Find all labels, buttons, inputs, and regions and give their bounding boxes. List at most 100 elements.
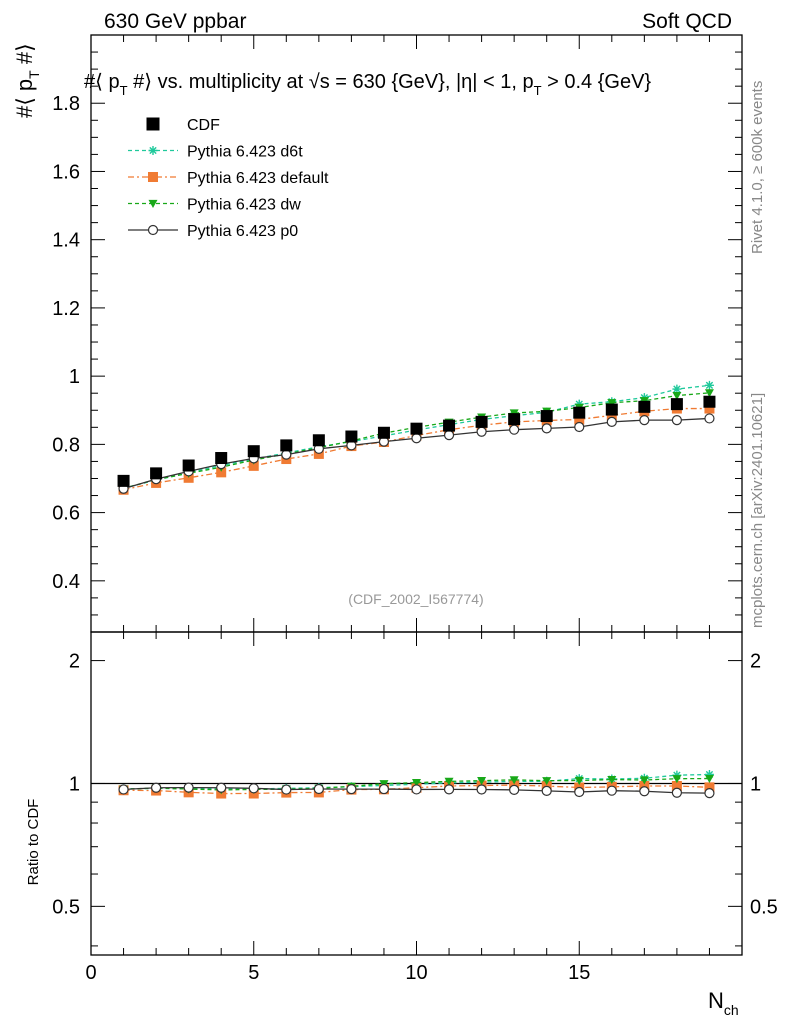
ratio-point bbox=[671, 787, 683, 798]
ratio-point bbox=[607, 775, 617, 785]
series-point bbox=[671, 415, 683, 426]
header-left: 630 GeV ppbar bbox=[104, 10, 246, 33]
cdf-data-point bbox=[215, 452, 228, 465]
ratio-point bbox=[509, 784, 520, 795]
axis-ticks bbox=[90, 35, 743, 955]
ratio-point bbox=[118, 784, 129, 795]
series-point bbox=[672, 391, 682, 401]
ratio-point bbox=[411, 784, 422, 795]
y-tick-label-ratio: 1 bbox=[69, 773, 80, 795]
ratio-point bbox=[281, 784, 292, 795]
y-tick-label-main: 0.8 bbox=[52, 434, 80, 456]
cdf-data-point bbox=[638, 400, 651, 413]
series-point bbox=[281, 449, 292, 460]
ratio-point bbox=[216, 782, 227, 793]
ratio-point bbox=[672, 775, 682, 784]
y-tick-label-main: 1.6 bbox=[52, 161, 80, 183]
series-point bbox=[509, 424, 520, 435]
series-point bbox=[443, 430, 455, 441]
y-tick-label-ratio-right: 2 bbox=[750, 651, 761, 673]
cdf-data-point bbox=[345, 430, 358, 443]
cdf-data-point bbox=[670, 398, 683, 411]
ratio-point bbox=[443, 784, 455, 795]
cdf-data-point bbox=[703, 395, 716, 408]
cdf-data-point bbox=[182, 459, 195, 472]
x-tick-label: 0 bbox=[85, 962, 96, 984]
ratio-point bbox=[574, 786, 585, 798]
cdf-data-point bbox=[312, 434, 325, 447]
x-axis-label: Nch bbox=[708, 988, 739, 1018]
series-point bbox=[704, 389, 714, 398]
x-tick-label: 5 bbox=[248, 962, 259, 984]
legend-marker bbox=[146, 117, 160, 131]
legend-marker bbox=[148, 199, 158, 208]
ratio-point bbox=[541, 785, 552, 796]
cdf-data-point bbox=[605, 403, 618, 416]
ratio-point bbox=[704, 774, 714, 784]
series-point bbox=[704, 380, 714, 390]
cdf-data-point bbox=[475, 415, 488, 428]
y-tick-label-main: 1.8 bbox=[52, 93, 80, 115]
ratio-point bbox=[606, 785, 617, 796]
ratio-point bbox=[378, 783, 390, 795]
x-tick-label: 15 bbox=[568, 962, 590, 984]
y-tick-label-main: 0.6 bbox=[52, 503, 80, 525]
rivet-label: Rivet 4.1.0, ≥ 600k events bbox=[749, 81, 766, 254]
legend-label: CDF bbox=[187, 117, 220, 134]
cdf-data-point bbox=[443, 419, 456, 432]
legend-marker bbox=[148, 172, 158, 182]
ratio-point bbox=[639, 776, 649, 785]
series-point bbox=[541, 423, 552, 434]
ratio-point bbox=[248, 783, 259, 794]
cdf-data-point bbox=[150, 467, 163, 480]
header-right: Soft QCD bbox=[642, 10, 732, 33]
series-point bbox=[672, 384, 682, 394]
legend-marker bbox=[148, 146, 158, 155]
y-tick-label-ratio: 2 bbox=[69, 651, 80, 673]
cdf-data-point bbox=[508, 413, 521, 426]
legend-label: Pythia 6.423 default bbox=[187, 170, 329, 187]
ratio-point bbox=[704, 770, 714, 779]
y-tick-label-ratio: 0.5 bbox=[52, 896, 80, 918]
cdf-data-point bbox=[247, 445, 260, 458]
ratio-point bbox=[183, 782, 194, 793]
y-tick-label-main: 0.4 bbox=[52, 571, 80, 593]
plot-title: #⟨ pT #⟩ vs. multiplicity at √s = 630 {G… bbox=[84, 71, 651, 98]
ratio-point bbox=[509, 776, 519, 785]
cdf-data-point bbox=[377, 426, 390, 439]
mcplots-label: mcplots.cern.ch [arXiv:2401.10621] bbox=[749, 393, 766, 628]
ratio-point bbox=[346, 784, 357, 795]
ratio-point bbox=[151, 782, 162, 793]
ratio-point bbox=[704, 788, 715, 799]
y-tick-label-ratio-right: 0.5 bbox=[750, 896, 778, 918]
series-point bbox=[476, 426, 487, 437]
ratio-point bbox=[313, 783, 324, 795]
analysis-id: (CDF_2002_I567774) bbox=[348, 591, 483, 607]
y-axis-label-ratio: Ratio to CDF bbox=[25, 799, 42, 886]
y-tick-label-main: 1.2 bbox=[52, 298, 80, 320]
ratio-point bbox=[444, 777, 454, 786]
y-tick-label-ratio-right: 1 bbox=[750, 773, 761, 795]
ratio-point bbox=[476, 784, 487, 795]
cdf-data-point bbox=[410, 422, 423, 435]
legend: CDF Pythia 6.423 d6t Pythia 6.423 default P… bbox=[128, 117, 329, 240]
ratio-series bbox=[118, 770, 715, 799]
series-point bbox=[606, 416, 617, 427]
series-point bbox=[607, 399, 617, 408]
ratio-point bbox=[477, 777, 487, 786]
x-tick-label: 10 bbox=[405, 962, 427, 984]
series-point bbox=[704, 413, 715, 424]
main-series bbox=[117, 380, 716, 495]
ratio-point bbox=[639, 786, 650, 797]
ratio-point bbox=[574, 776, 584, 786]
cdf-data-point bbox=[280, 439, 293, 452]
cdf-data-point bbox=[540, 410, 553, 423]
series-point bbox=[574, 421, 585, 433]
cdf-data-point bbox=[117, 474, 130, 487]
series-point bbox=[639, 415, 650, 426]
ratio-point bbox=[412, 779, 421, 788]
axis-tick-labels: 0 5 10 15 0.4 0.6 0.8 1 1.2 1.4 1.6 1.8 0.5 0.5 1 1 2 2 bbox=[52, 93, 778, 984]
y-axis-label-main: #⟨ pT #⟩ bbox=[12, 43, 42, 118]
y-tick-label-main: 1 bbox=[69, 366, 80, 388]
legend-marker bbox=[147, 224, 159, 236]
